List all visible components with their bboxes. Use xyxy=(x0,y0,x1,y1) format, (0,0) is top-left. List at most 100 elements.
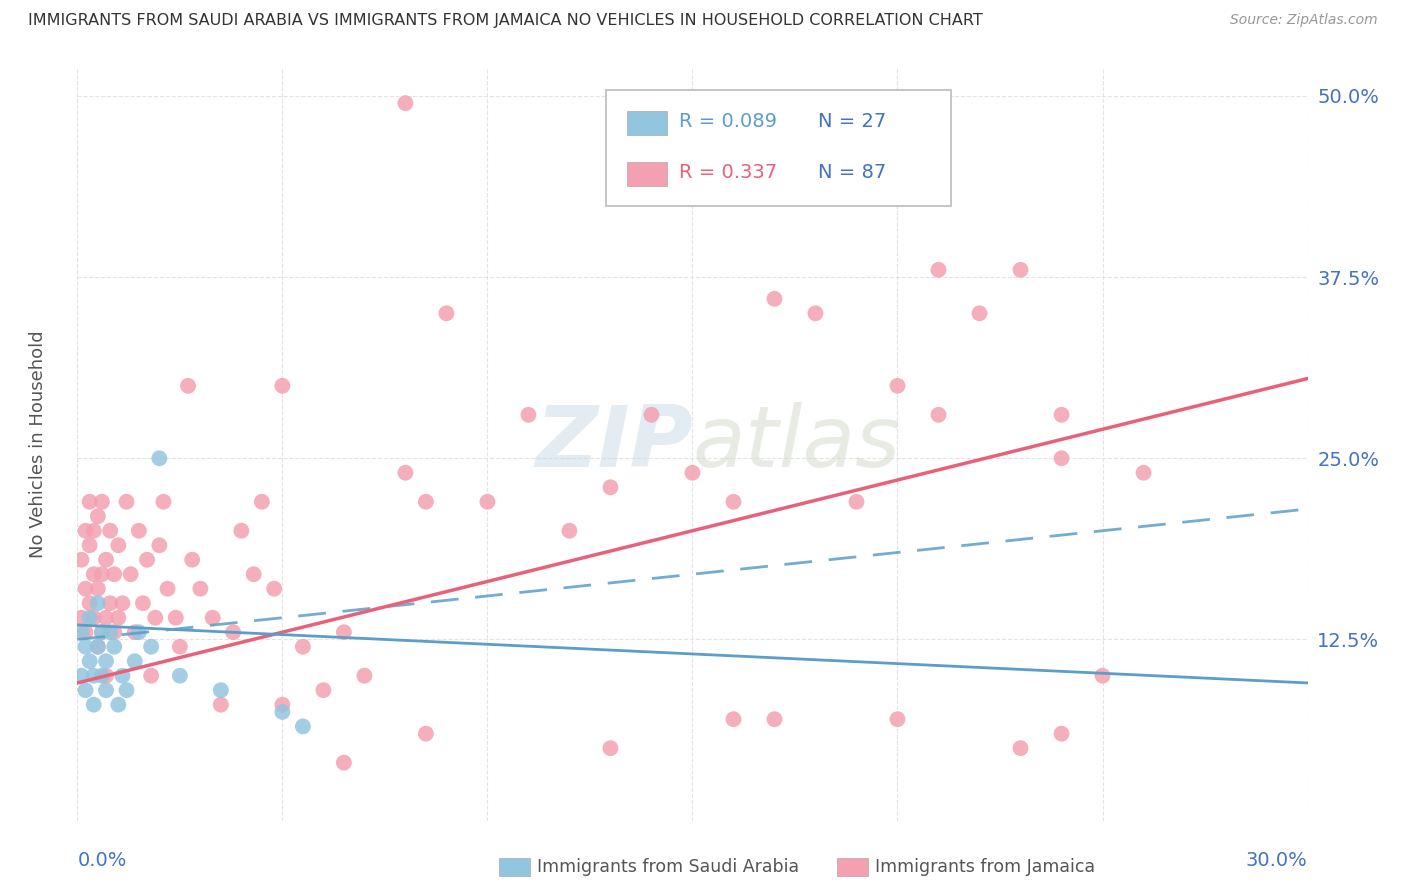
Point xyxy=(79,538,101,552)
Point xyxy=(111,596,134,610)
Point xyxy=(83,669,105,683)
Point xyxy=(87,582,110,596)
Point xyxy=(181,553,204,567)
Point xyxy=(333,625,356,640)
Point xyxy=(242,567,264,582)
Point xyxy=(70,611,93,625)
Point xyxy=(115,683,138,698)
Point xyxy=(90,625,114,640)
Point xyxy=(415,726,437,740)
Point xyxy=(723,494,745,508)
Point xyxy=(333,756,356,770)
Point xyxy=(75,625,97,640)
Text: N = 87: N = 87 xyxy=(818,163,886,182)
Point xyxy=(79,611,101,625)
Point xyxy=(291,719,314,733)
Point xyxy=(1050,451,1073,466)
Point xyxy=(128,625,150,640)
Point xyxy=(1010,262,1032,277)
Text: atlas: atlas xyxy=(693,402,900,485)
Point xyxy=(271,379,294,393)
Point xyxy=(312,683,335,698)
Point xyxy=(87,640,110,654)
Point xyxy=(120,567,142,582)
Text: 0.0%: 0.0% xyxy=(77,851,127,870)
Point xyxy=(477,494,499,508)
Point xyxy=(1091,669,1114,683)
Text: IMMIGRANTS FROM SAUDI ARABIA VS IMMIGRANTS FROM JAMAICA NO VEHICLES IN HOUSEHOLD: IMMIGRANTS FROM SAUDI ARABIA VS IMMIGRAN… xyxy=(28,13,983,29)
Point xyxy=(148,538,170,552)
Point xyxy=(263,582,285,596)
Point xyxy=(70,669,93,683)
Point xyxy=(94,669,117,683)
Point xyxy=(94,553,117,567)
Point xyxy=(98,524,121,538)
Point xyxy=(90,494,114,508)
Point xyxy=(886,379,908,393)
Point xyxy=(1010,741,1032,756)
Point xyxy=(517,408,540,422)
Point xyxy=(70,625,93,640)
Point xyxy=(169,640,191,654)
Point xyxy=(436,306,458,320)
Point xyxy=(103,567,125,582)
Point xyxy=(222,625,245,640)
Text: Source: ZipAtlas.com: Source: ZipAtlas.com xyxy=(1230,13,1378,28)
Point xyxy=(124,625,146,640)
Point xyxy=(90,669,114,683)
Point xyxy=(169,669,191,683)
Point xyxy=(271,698,294,712)
Text: ZIP: ZIP xyxy=(534,402,693,485)
Point xyxy=(79,654,101,668)
Point xyxy=(209,698,232,712)
Point xyxy=(141,669,163,683)
Point xyxy=(209,683,232,698)
Point xyxy=(75,683,97,698)
Point xyxy=(271,705,294,719)
Point xyxy=(98,596,121,610)
Point xyxy=(188,582,212,596)
Point xyxy=(107,698,129,712)
Point xyxy=(111,669,134,683)
Point xyxy=(128,524,150,538)
Point xyxy=(148,451,170,466)
Point xyxy=(94,683,117,698)
Point xyxy=(87,509,110,524)
Point xyxy=(804,306,827,320)
Point xyxy=(83,567,105,582)
Point xyxy=(1050,408,1073,422)
Point xyxy=(107,538,129,552)
Point xyxy=(103,640,125,654)
Point xyxy=(640,408,662,422)
Point xyxy=(152,494,174,508)
Point xyxy=(79,596,101,610)
Point xyxy=(353,669,375,683)
Point xyxy=(1132,466,1154,480)
Point xyxy=(83,698,105,712)
Point xyxy=(599,480,621,494)
Point xyxy=(177,379,200,393)
Point xyxy=(599,741,621,756)
Text: N = 27: N = 27 xyxy=(818,112,886,131)
Bar xyxy=(627,161,666,186)
Point xyxy=(291,640,314,654)
Point xyxy=(250,494,273,508)
Text: 30.0%: 30.0% xyxy=(1246,851,1308,870)
Point xyxy=(70,553,93,567)
Point xyxy=(83,524,105,538)
Point xyxy=(75,582,97,596)
Point xyxy=(415,494,437,508)
Point xyxy=(141,640,163,654)
Point xyxy=(165,611,187,625)
Point xyxy=(90,625,114,640)
FancyBboxPatch shape xyxy=(606,89,950,206)
Point xyxy=(845,494,868,508)
Point xyxy=(928,262,950,277)
Point xyxy=(394,466,416,480)
Point xyxy=(1050,726,1073,740)
Point xyxy=(136,553,159,567)
Point xyxy=(723,712,745,726)
Point xyxy=(107,611,129,625)
Point xyxy=(90,567,114,582)
Text: Immigrants from Saudi Arabia: Immigrants from Saudi Arabia xyxy=(537,858,799,876)
